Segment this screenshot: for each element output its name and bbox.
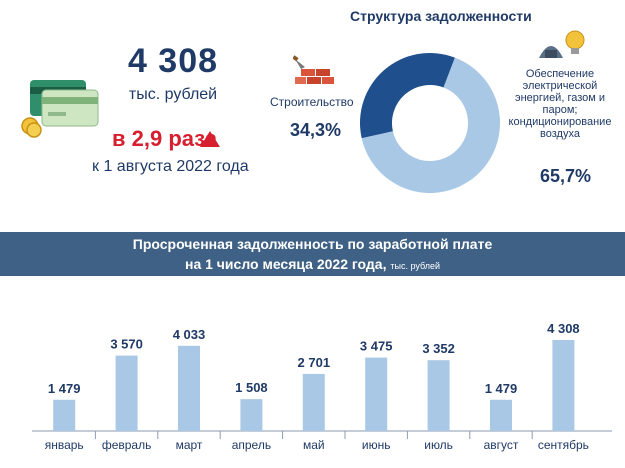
structure-donut [360, 52, 500, 193]
segment-energy-label-line: Обеспечение [525, 68, 595, 80]
total-debt-value: 4 308 [127, 42, 219, 80]
segment-construction-label: Строительство [270, 95, 354, 109]
bar [240, 399, 263, 431]
bar-value-label: 2 701 [298, 355, 331, 370]
bar [490, 399, 512, 431]
segment-energy-label-line: паром; [542, 104, 578, 116]
chart-title-line1: Просроченная задолженность по заработной… [132, 236, 493, 252]
segment-energy-label-line: воздуха [540, 128, 580, 140]
up-arrow-icon [200, 131, 220, 147]
chart-title-unit: тыс. рублей [390, 261, 440, 271]
growth-value: в 2,9 раза [112, 126, 218, 151]
chart-title-line2-text: на 1 число месяца 2022 года, [185, 256, 387, 272]
x-tick-label: июль [424, 438, 453, 452]
x-tick-label: июнь [362, 438, 391, 452]
segment-energy-value: 65,7% [540, 166, 592, 186]
growth-note: к 1 августа 2022 года [92, 158, 249, 175]
x-tick-label: май [303, 438, 325, 452]
x-tick-label: август [484, 438, 519, 452]
bar-value-label: 4 033 [173, 327, 206, 342]
bar [365, 357, 388, 431]
x-tick-label: апрель [232, 438, 271, 452]
bar-value-label: 3 475 [360, 339, 393, 354]
chart-banner [0, 232, 625, 276]
bar-value-label: 1 508 [235, 380, 268, 395]
x-tick-label: февраль [102, 438, 152, 452]
total-debt-unit: тыс. рублей [128, 86, 218, 103]
credit-cards-icon [21, 80, 99, 138]
bar-value-label: 1 479 [485, 381, 518, 396]
overdue-wages-bar-chart: 1 479 январь 3 570 февраль 4 033 март 1 508 апр… [32, 321, 612, 452]
x-tick-label: январь [45, 438, 84, 452]
bar-value-label: 3 570 [110, 337, 143, 352]
structure-title: Структура задолженности [350, 8, 532, 24]
bar [552, 340, 575, 431]
donut-slice-energy [361, 57, 500, 193]
x-tick-label: март [176, 438, 203, 452]
donut-slice-construction [360, 52, 455, 139]
power-plant-bulb-icon [539, 30, 585, 58]
bar-value-label: 4 308 [547, 321, 580, 336]
segment-energy-label-line: кондиционирование [508, 116, 612, 128]
bar [427, 360, 450, 431]
bar [115, 355, 138, 431]
bar-value-label: 3 352 [422, 341, 455, 356]
bar-value-label: 1 479 [48, 381, 81, 396]
segment-energy-label-line: энергией, газом и [514, 92, 606, 104]
segment-energy-label: Обеспечение электрической энергией, газо… [505, 68, 615, 140]
bar [302, 373, 325, 431]
segment-construction-value: 34,3% [290, 120, 342, 140]
segment-energy-label-line: электрической [522, 80, 598, 92]
x-tick-label: сентябрь [538, 438, 589, 452]
bar [178, 345, 200, 431]
chart-title-line2: на 1 число месяца 2022 года, тыс. рублей [0, 256, 625, 272]
bricks-trowel-icon [293, 55, 334, 84]
bar [53, 399, 76, 431]
